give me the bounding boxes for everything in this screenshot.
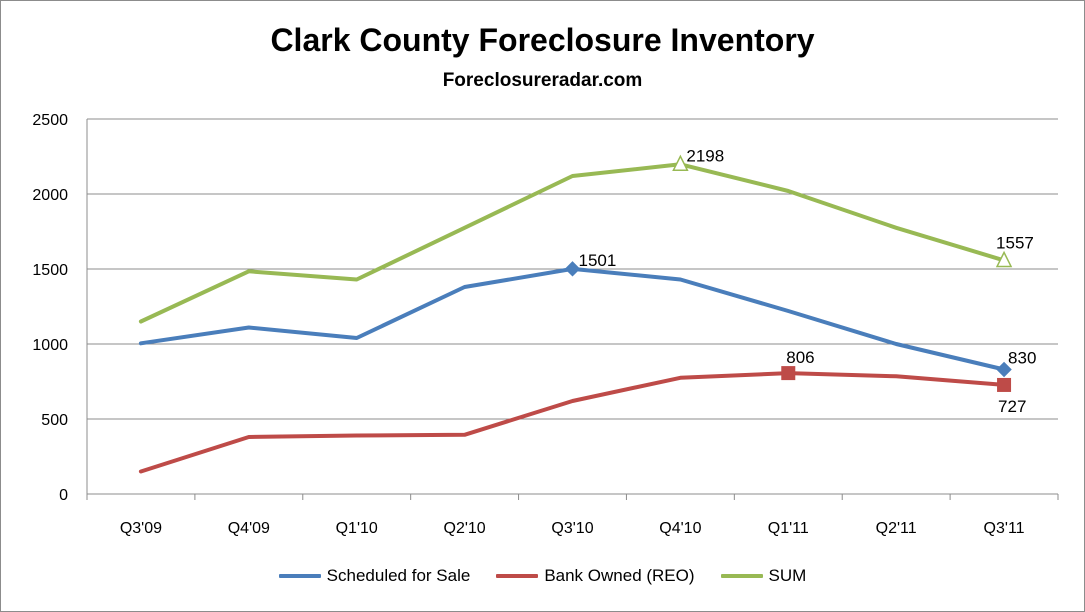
- y-tick-label-1500: 1500: [32, 262, 68, 279]
- legend-label-scheduled: Scheduled for Sale: [326, 566, 471, 585]
- x-tick-label-3: Q2'10: [444, 520, 486, 537]
- data-label-2-5: 2198: [686, 146, 724, 165]
- x-tick-label-4: Q3'10: [551, 520, 593, 537]
- data-label-1-8: 727: [998, 397, 1026, 416]
- marker-1-6: [781, 366, 796, 381]
- legend-swatch-bank-owned: [496, 574, 539, 578]
- y-tick-label-2000: 2000: [32, 187, 68, 204]
- series-line-2: [138, 162, 1007, 324]
- x-tick-label-5: Q4'10: [659, 520, 701, 537]
- legend-label-sum: SUM: [768, 566, 807, 585]
- y-tick-label-500: 500: [41, 412, 68, 429]
- series-line-0: [138, 266, 1007, 372]
- x-tick-label-8: Q3'11: [984, 520, 1025, 537]
- y-tick-label-0: 0: [59, 487, 68, 504]
- legend: Scheduled for Sale Bank Owned (REO) SUM: [0, 566, 1085, 586]
- chart-subtitle: Foreclosureradar.com: [442, 70, 643, 91]
- x-tick-label-7: Q2'11: [876, 520, 917, 537]
- x-tick-label-0: Q3'09: [120, 520, 162, 537]
- marker-2-8: [995, 250, 1013, 268]
- legend-label-bank-owned: Bank Owned (REO): [544, 566, 695, 585]
- data-label-0-8: 830: [1008, 349, 1036, 368]
- y-tick-label-2500: 2500: [32, 112, 68, 129]
- y-tick-label-1000: 1000: [32, 337, 68, 354]
- legend-item-scheduled: Scheduled for Sale: [278, 566, 471, 586]
- series-line-1: [138, 371, 1007, 474]
- legend-item-sum: SUM: [720, 566, 807, 586]
- legend-swatch-scheduled: [278, 574, 321, 578]
- marker-1-8: [997, 377, 1012, 392]
- marker-0-8: [996, 361, 1012, 378]
- chart-title: Clark County Foreclosure Inventory: [270, 22, 815, 58]
- data-label-1-6: 806: [786, 348, 814, 367]
- data-label-2-8: 1557: [996, 233, 1034, 252]
- x-tick-label-6: Q1'11: [768, 520, 809, 537]
- legend-item-bank-owned: Bank Owned (REO): [496, 566, 695, 586]
- x-tick-label-1: Q4'09: [228, 520, 270, 537]
- x-tick-label-2: Q1'10: [336, 520, 378, 537]
- data-label-0-4: 1501: [579, 251, 617, 270]
- marker-0-4: [564, 261, 581, 277]
- marker-2-5: [672, 154, 689, 172]
- legend-swatch-sum: [720, 574, 763, 578]
